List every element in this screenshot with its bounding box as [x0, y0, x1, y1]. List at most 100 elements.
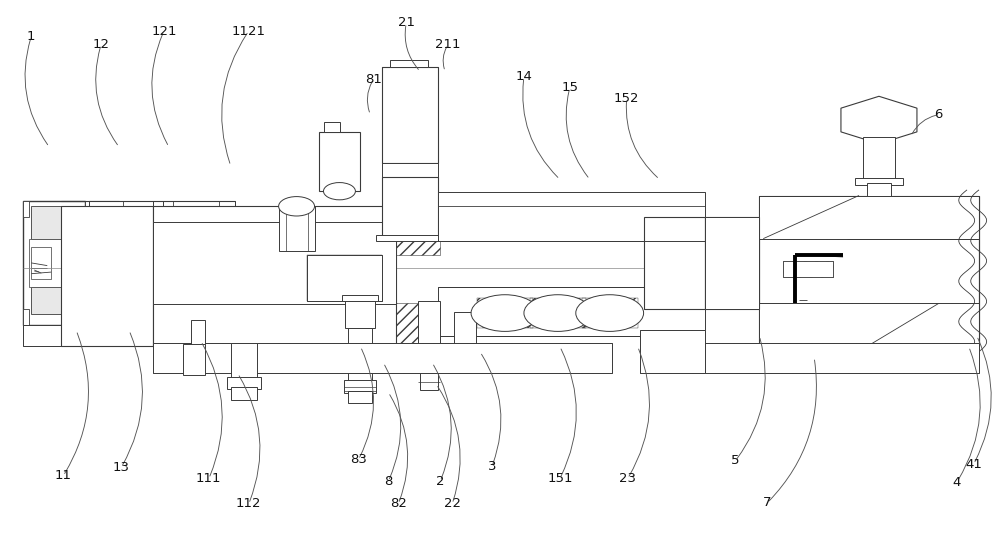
Circle shape	[279, 197, 315, 216]
Bar	[215, 201, 235, 207]
Bar	[227, 377, 261, 389]
Text: 152: 152	[614, 92, 639, 105]
Bar	[307, 255, 382, 301]
Text: 151: 151	[547, 472, 573, 485]
Bar	[342, 295, 378, 301]
Bar	[345, 301, 375, 328]
Bar	[85, 201, 123, 207]
Text: 111: 111	[196, 472, 222, 485]
Bar	[414, 355, 444, 364]
Bar	[348, 366, 372, 381]
Bar	[759, 196, 979, 238]
Bar	[153, 207, 396, 255]
Bar	[582, 298, 638, 328]
Text: 23: 23	[619, 472, 636, 485]
Text: 41: 41	[965, 457, 982, 470]
Bar	[382, 67, 438, 163]
Text: 4: 4	[953, 476, 961, 489]
Bar	[759, 196, 979, 346]
Text: 8: 8	[384, 475, 392, 488]
Bar	[31, 207, 66, 238]
Bar	[89, 201, 119, 314]
Text: 7: 7	[763, 496, 772, 509]
Bar	[452, 351, 478, 357]
Bar	[61, 207, 440, 255]
Text: 15: 15	[561, 81, 578, 94]
Bar	[348, 391, 372, 403]
Bar	[644, 217, 705, 309]
Bar	[29, 238, 67, 287]
Bar	[705, 217, 759, 260]
Text: 83: 83	[350, 453, 367, 466]
Bar	[307, 255, 382, 301]
Bar	[705, 343, 979, 373]
Bar	[418, 301, 440, 358]
Bar	[759, 196, 979, 238]
Bar	[855, 178, 903, 185]
Bar	[759, 304, 979, 346]
Bar	[61, 304, 153, 346]
Circle shape	[471, 295, 539, 331]
Bar	[438, 287, 705, 335]
Text: 14: 14	[515, 70, 532, 83]
Bar	[324, 122, 340, 132]
Text: 112: 112	[236, 498, 261, 511]
Bar	[759, 304, 979, 346]
Bar	[867, 183, 891, 196]
Text: 121: 121	[151, 24, 177, 37]
Bar	[23, 201, 29, 217]
Text: 3: 3	[488, 460, 496, 473]
Text: 12: 12	[93, 38, 110, 51]
Bar	[89, 201, 119, 238]
Bar	[153, 201, 163, 309]
Bar	[231, 343, 257, 379]
Bar	[31, 247, 51, 279]
Bar	[23, 325, 85, 346]
Bar	[153, 343, 612, 373]
Bar	[183, 344, 205, 375]
Bar	[783, 261, 833, 278]
Bar	[705, 343, 979, 373]
Bar	[61, 304, 440, 346]
Text: 81: 81	[365, 73, 382, 86]
Polygon shape	[841, 96, 917, 144]
Bar	[348, 328, 372, 363]
Bar	[319, 132, 360, 191]
Bar	[530, 298, 586, 328]
Bar	[219, 201, 231, 250]
Bar	[438, 192, 705, 241]
Circle shape	[524, 295, 592, 331]
Bar	[382, 163, 438, 177]
Bar	[23, 201, 85, 325]
Bar	[382, 177, 438, 238]
Bar	[167, 244, 219, 250]
Bar	[705, 266, 759, 309]
Bar	[454, 312, 476, 355]
Text: 82: 82	[390, 498, 407, 511]
Bar	[783, 261, 833, 278]
Bar	[390, 60, 428, 67]
Bar	[215, 241, 235, 246]
Bar	[231, 388, 257, 401]
Bar	[382, 67, 438, 163]
Text: 5: 5	[731, 454, 740, 467]
Bar	[191, 320, 205, 346]
Bar	[307, 255, 382, 301]
Text: 2: 2	[436, 475, 444, 488]
Bar	[863, 137, 895, 180]
Text: 1: 1	[27, 30, 36, 43]
Bar	[705, 217, 759, 309]
Bar	[153, 222, 396, 305]
Bar	[23, 325, 85, 346]
Bar	[31, 287, 66, 314]
Bar	[23, 309, 29, 325]
Bar	[640, 330, 705, 373]
Bar	[344, 380, 376, 393]
Bar	[477, 298, 533, 328]
Bar	[376, 235, 444, 241]
Bar	[344, 360, 376, 369]
Bar	[149, 305, 167, 309]
Bar	[382, 177, 438, 238]
Circle shape	[323, 183, 355, 200]
Circle shape	[576, 295, 644, 331]
